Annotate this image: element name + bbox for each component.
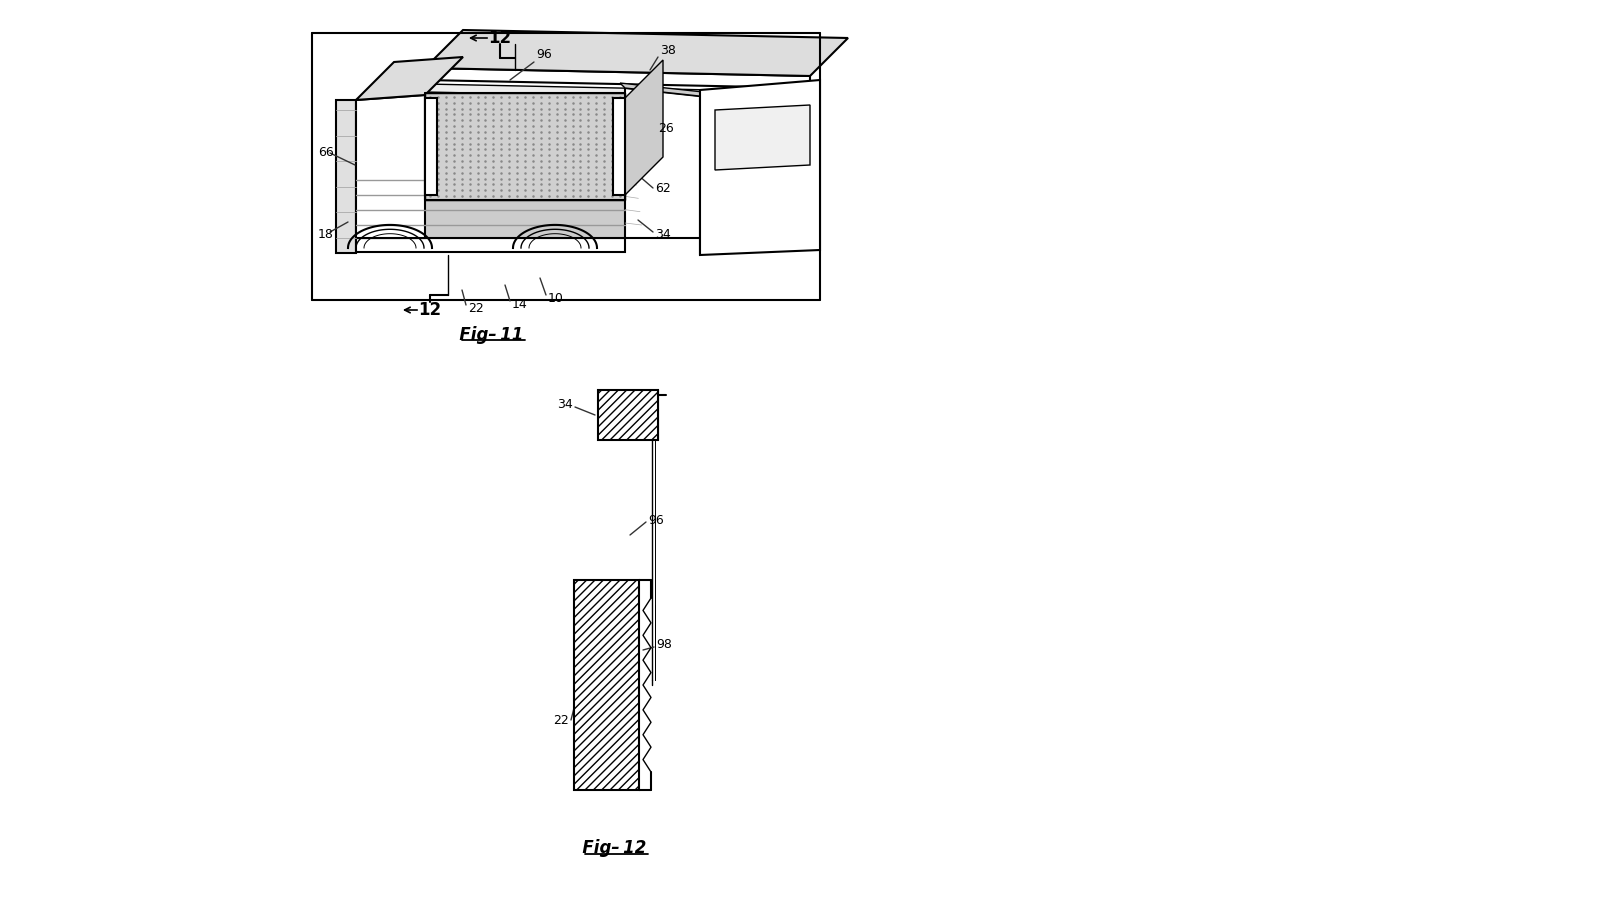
Text: 96: 96 [536,49,552,61]
Text: 34: 34 [557,399,573,411]
Polygon shape [426,84,810,100]
Text: 12: 12 [419,301,442,319]
Text: 22: 22 [554,714,570,726]
Text: 34: 34 [654,229,670,241]
Polygon shape [426,162,662,200]
Text: 62: 62 [654,182,670,194]
Bar [426,98,437,195]
Polygon shape [426,68,810,88]
Text: Fig– 12: Fig– 12 [579,839,646,857]
Polygon shape [355,57,462,100]
Text: 66: 66 [318,147,334,159]
Text: 10: 10 [547,292,563,304]
Polygon shape [701,80,819,255]
Polygon shape [355,95,426,238]
Bar [574,580,638,790]
Polygon shape [355,238,626,252]
Text: 12: 12 [488,29,512,47]
Text: Fig– 11: Fig– 11 [456,326,523,344]
Text: 96: 96 [648,514,664,526]
Polygon shape [621,83,810,108]
Bar [613,98,626,195]
Polygon shape [336,100,355,253]
Polygon shape [355,200,662,238]
Polygon shape [626,88,810,238]
Polygon shape [426,30,848,76]
Text: 18: 18 [318,229,334,241]
Bar [598,390,658,440]
Text: 22: 22 [467,302,483,314]
Text: 98: 98 [656,638,672,652]
Text: 26: 26 [658,122,674,134]
Text: 38: 38 [661,43,675,57]
Polygon shape [626,60,662,195]
Polygon shape [715,105,810,170]
Polygon shape [426,93,626,200]
Text: 14: 14 [512,298,528,310]
